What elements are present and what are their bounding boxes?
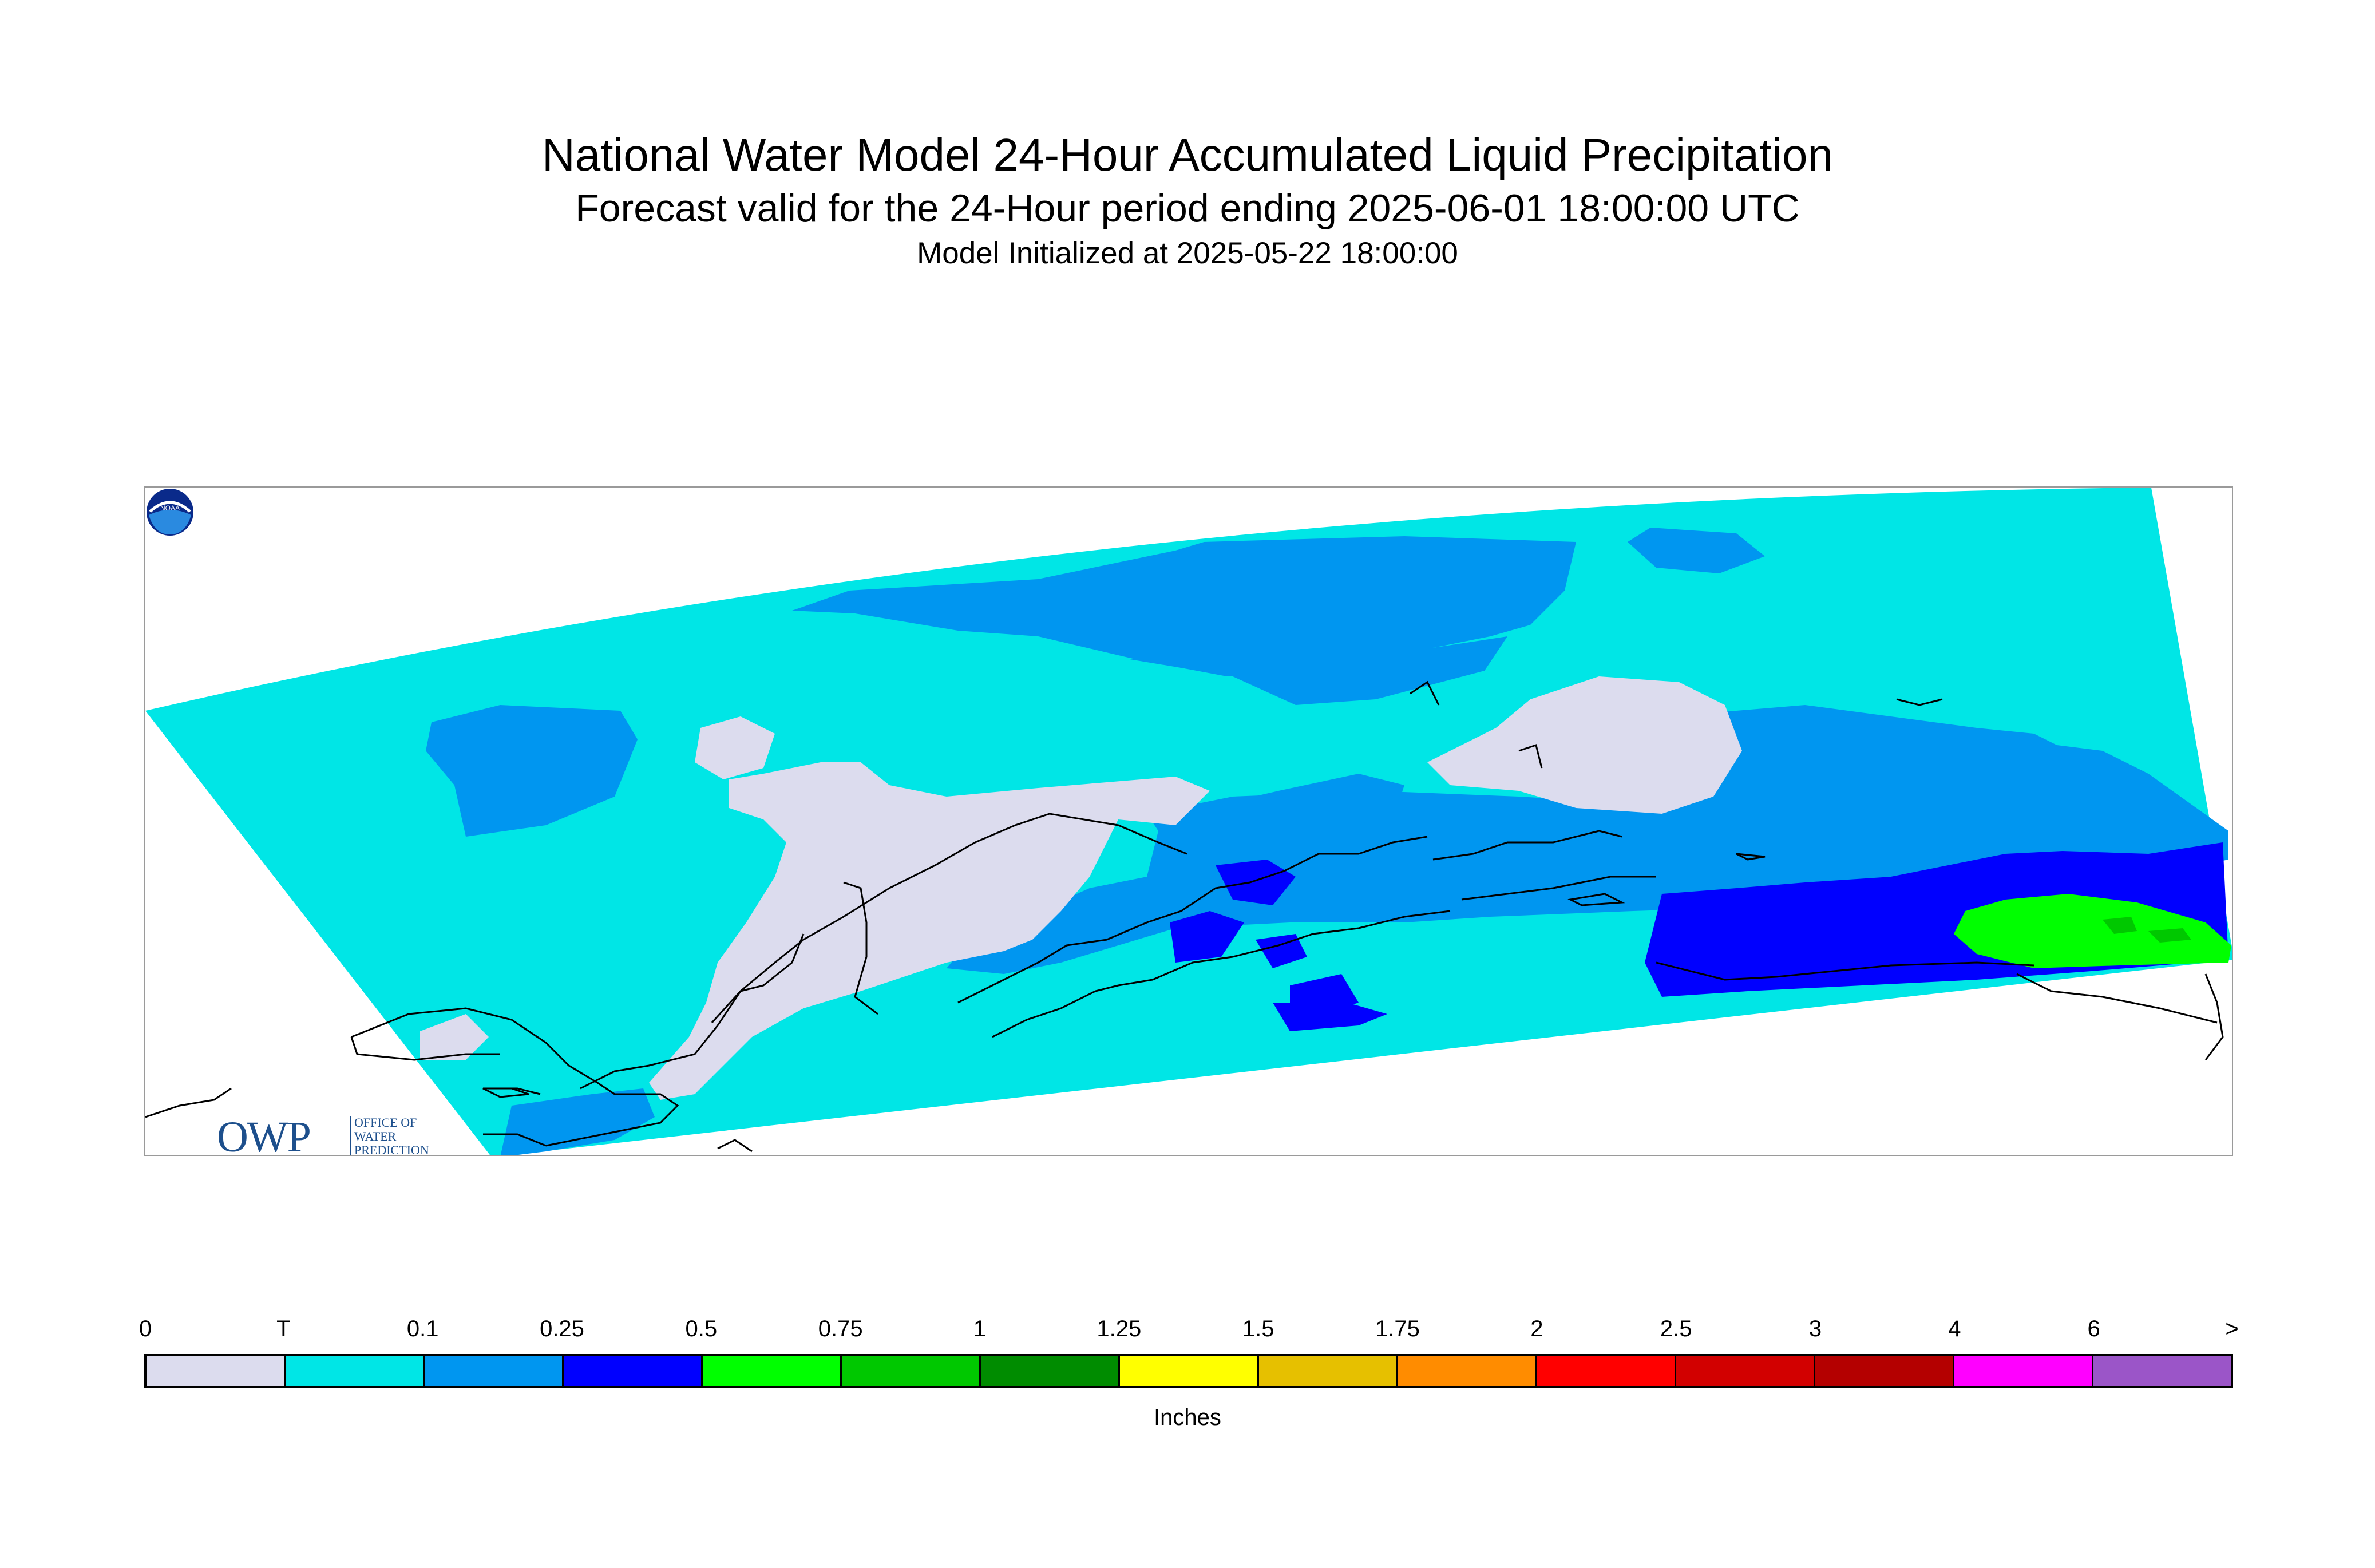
legend-swatch [1398,1356,1537,1386]
legend-swatch [1120,1356,1259,1386]
precip-0.5-0.75-areas [1954,894,2231,968]
legend-label: > [2225,1316,2239,1341]
legend-label: 0 [138,1316,152,1341]
legend-swatch [2093,1356,2231,1386]
legend-swatch [1259,1356,1398,1386]
owp-logo-tagline: OFFICE OF WATER PREDICTION [350,1116,429,1155]
legend-label: 4 [1948,1316,1961,1341]
legend-swatch [1954,1356,2093,1386]
precip-0.1-0.25-areas [426,528,2228,1155]
map-subtitle: Forecast valid for the 24-Hour period en… [575,187,1800,230]
map-canvas [145,488,2232,1155]
legend-swatch [1815,1356,1954,1386]
precip-zero-areas [420,676,1742,1100]
precip-0.75-1-areas [2103,917,2191,943]
precipitation-colorbar [144,1354,2233,1388]
legend-label: 0.1 [406,1316,439,1341]
legend-label: 1.25 [1097,1316,1142,1341]
legend-label: T [276,1316,291,1341]
legend-swatch [147,1356,286,1386]
owp-logo-text: OWP [217,1113,311,1156]
legend-swatch [1676,1356,1815,1386]
legend-label: 0.5 [685,1316,718,1341]
islands [482,853,1766,1098]
legend-label: 2 [1530,1316,1543,1341]
coastlines [145,680,2224,1153]
legend-swatch [286,1356,425,1386]
map-title: National Water Model 24-Hour Accumulated… [542,129,1833,180]
legend-label: 1.75 [1375,1316,1420,1341]
legend-swatch [425,1356,564,1386]
legend-swatch [981,1356,1120,1386]
legend-swatch [564,1356,703,1386]
legend-labels: 0 T 0.1 0.25 0.5 0.75 1 1.25 1.5 1.75 2 2.5 3 4 6 > [139,1316,2239,1345]
legend-label: 0.25 [540,1316,584,1341]
legend-label: 1 [973,1316,987,1341]
legend-swatch [1537,1356,1676,1386]
legend-swatch [842,1356,981,1386]
legend-units: Inches [1154,1405,1221,1430]
noaa-logo: NOAA [147,489,193,536]
owp-logo: OWP OFFICE OF WATER PREDICTION [217,1111,429,1156]
legend-swatch [703,1356,842,1386]
model-init-text: Model Initialized at 2025-05-22 18:00:00 [917,236,1458,270]
legend-label: 6 [2087,1316,2100,1341]
legend-label: 3 [1808,1316,1822,1341]
noaa-logo-text: NOAA [160,504,180,512]
legend-label: 0.75 [818,1316,863,1341]
legend-label: 1.5 [1242,1316,1274,1341]
precipitation-map: OWP OFFICE OF WATER PREDICTION NOAA [144,486,2233,1156]
legend-label: 2.5 [1660,1316,1692,1341]
